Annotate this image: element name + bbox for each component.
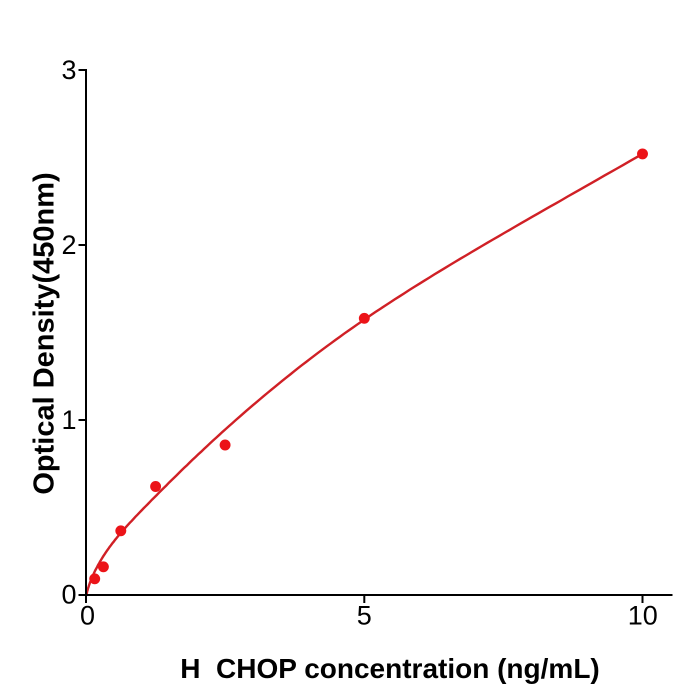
svg-text:Optical Density(450nm): Optical Density(450nm)	[29, 172, 61, 494]
svg-text:0: 0	[61, 580, 76, 610]
svg-text:5: 5	[357, 601, 372, 631]
svg-text:10: 10	[628, 601, 658, 631]
svg-text:0: 0	[80, 601, 95, 631]
svg-text:3: 3	[61, 55, 76, 85]
svg-text:2: 2	[61, 230, 76, 260]
svg-text:1: 1	[61, 405, 76, 435]
svg-text:H CHOP concentration (ng/mL): H CHOP concentration (ng/mL)	[180, 653, 600, 684]
